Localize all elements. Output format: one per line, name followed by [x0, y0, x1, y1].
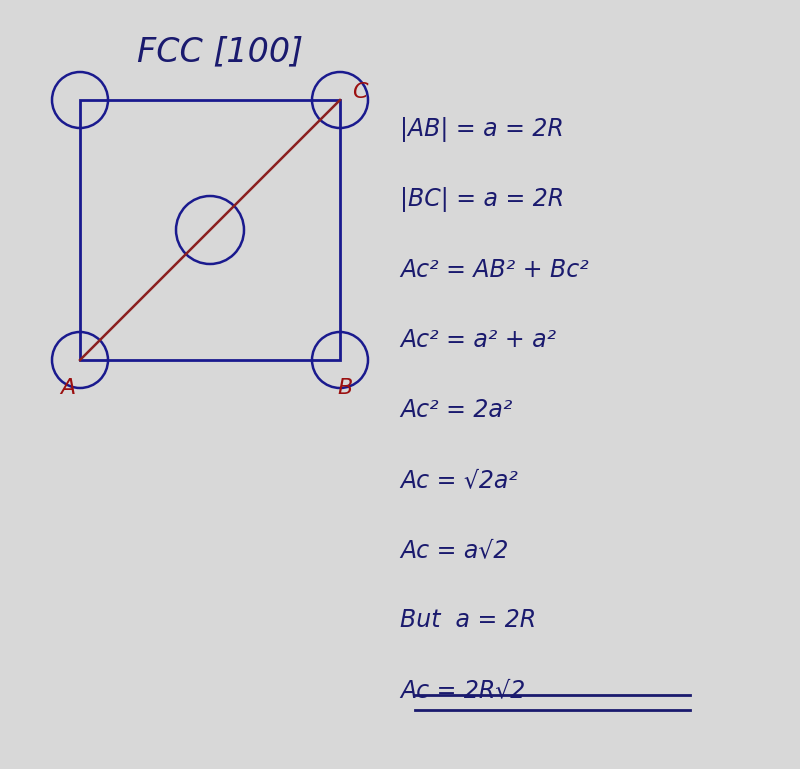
Text: |BC| = a = 2R: |BC| = a = 2R [400, 188, 564, 212]
Text: FCC [100]: FCC [100] [137, 35, 303, 68]
Bar [80, 100, 340, 360]
Text: C: C [352, 82, 368, 102]
Text: A: A [60, 378, 76, 398]
Text: |AB| = a = 2R: |AB| = a = 2R [400, 118, 564, 142]
Text: But  a = 2R: But a = 2R [400, 608, 536, 632]
Text: Ac = 2R√2: Ac = 2R√2 [400, 678, 526, 702]
Text: Ac = a√2: Ac = a√2 [400, 538, 508, 562]
Text: Ac = √2a²: Ac = √2a² [400, 468, 518, 492]
Text: Ac² = AB² + Bc²: Ac² = AB² + Bc² [400, 258, 589, 282]
Text: B: B [338, 378, 353, 398]
Text: Ac² = a² + a²: Ac² = a² + a² [400, 328, 556, 352]
Text: Ac² = 2a²: Ac² = 2a² [400, 398, 512, 422]
